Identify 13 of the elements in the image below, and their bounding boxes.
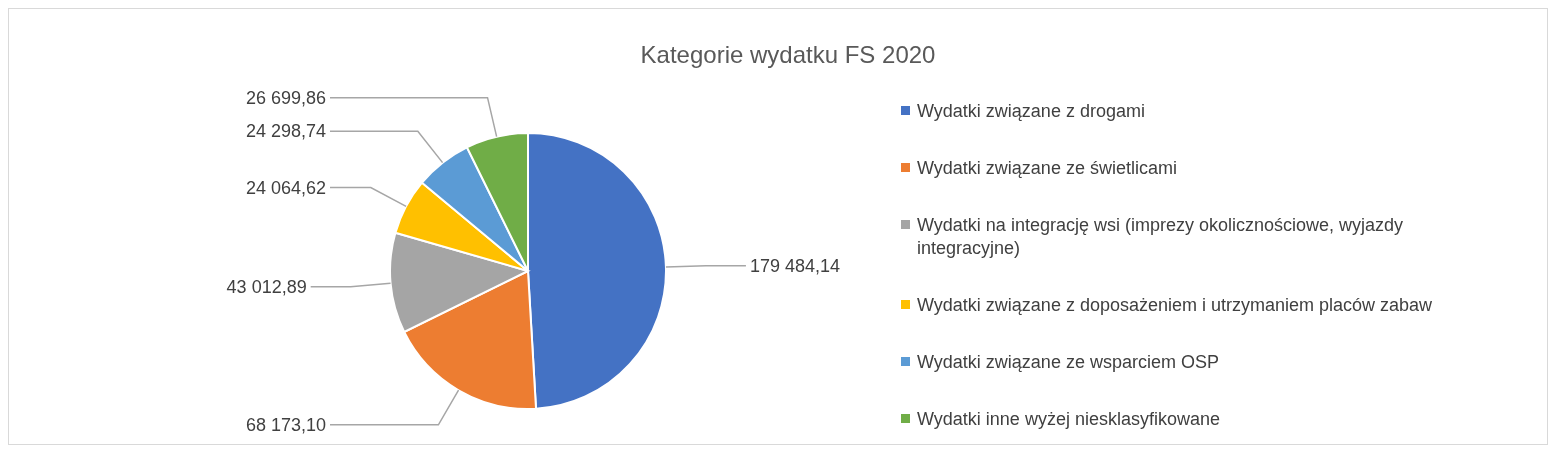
legend-label: Wydatki na integrację wsi (imprezy okolicznościowe, wyjazdy integracyjne)	[917, 215, 1404, 259]
chart-title: Kategorie wydatku FS 2020	[640, 41, 936, 68]
data-label: 26 699,86	[245, 87, 326, 108]
legend-label: Wydatki związane z drogami	[917, 101, 1145, 122]
data-label: 24 298,74	[245, 121, 326, 142]
data-label: 24 064,62	[245, 177, 326, 198]
legend-label: Wydatki związane ze wsparciem OSP	[917, 352, 1219, 373]
data-label: 68 173,10	[245, 415, 326, 436]
legend-label: Wydatki związane ze świetlicami	[917, 158, 1177, 179]
legend-label: Wydatki inne wyżej niesklasyfikowane	[917, 409, 1220, 430]
data-label: 179 484,14	[749, 256, 841, 277]
data-label: 43 012,89	[226, 276, 307, 297]
legend-label: Wydatki związane z doposażeniem i utrzymaniem placów zabaw	[917, 295, 1434, 316]
